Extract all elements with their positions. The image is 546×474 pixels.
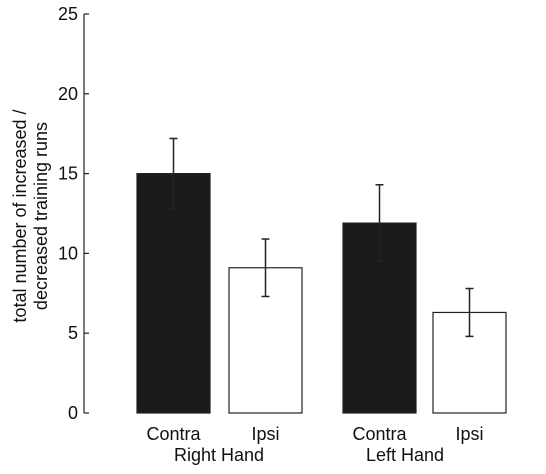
error-bars-layer	[169, 137, 474, 338]
y-tick-label: 5	[68, 323, 78, 343]
x-category-label: Contra	[146, 424, 201, 444]
y-axis-label: total number of increased /decreased tra…	[10, 109, 51, 322]
x-category-label: Ipsi	[251, 424, 279, 444]
x-group-label: Right Hand	[174, 445, 264, 465]
y-tick-label: 20	[58, 84, 78, 104]
y-tick-label: 15	[58, 164, 78, 184]
y-tick-label: 0	[68, 403, 78, 423]
y-axis-label-line: total number of increased /	[10, 109, 30, 322]
y-axis-label-line: decreased training runs	[31, 122, 51, 310]
y-axis-title: total number of increased /decreased tra…	[10, 109, 51, 322]
x-group-label: Left Hand	[366, 445, 444, 465]
y-axis: 0 5 10 15 20 25	[58, 4, 89, 423]
y-tick-label: 10	[58, 243, 78, 263]
bar-1	[136, 173, 211, 414]
x-category-label: Ipsi	[455, 424, 483, 444]
bars-layer	[136, 173, 507, 414]
x-category-label: Contra	[352, 424, 407, 444]
y-tick-label: 25	[58, 4, 78, 24]
